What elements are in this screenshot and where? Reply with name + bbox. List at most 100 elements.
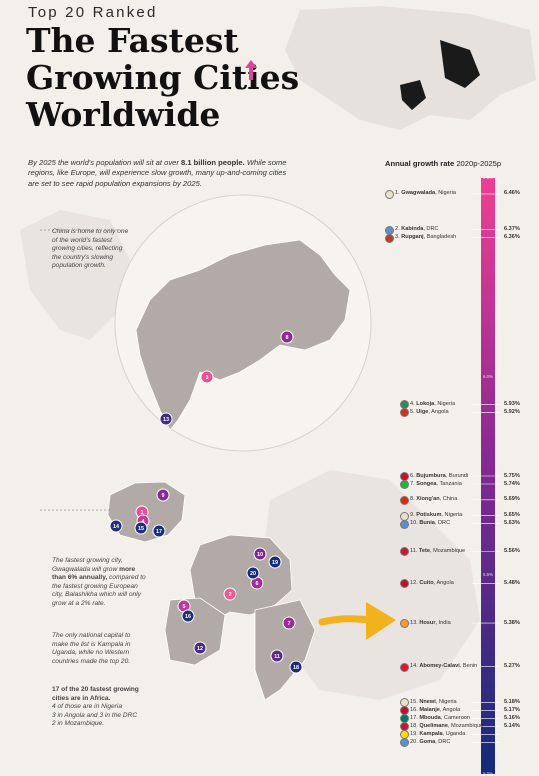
china-silhouette-icon xyxy=(440,40,480,88)
city-marker-dot xyxy=(246,566,260,580)
rank-label: 9. Potiskum, Nigeria xyxy=(410,512,463,519)
growth-value-label: 5.74% xyxy=(504,480,520,487)
africa-silhouette-icon xyxy=(400,80,426,110)
rank-label: 2. Kabinda, DRC xyxy=(395,226,439,233)
rank-label: 3. Rupganj, Bangladesh xyxy=(395,234,457,241)
rank-label: 18. Quelimane, Mozambique xyxy=(410,722,484,729)
capital-note: The only national capital to make the li… xyxy=(52,632,131,665)
fastest-note-bold: more than 6% annually, xyxy=(52,565,136,582)
city-marker-rank: 19 xyxy=(272,560,278,566)
city-marker-rank: 11 xyxy=(274,654,280,660)
city-marker: 5 xyxy=(177,599,191,613)
intro-text: By 2025 the world's population will sit … xyxy=(28,158,298,189)
axis-title-sub: 2020p-2025p xyxy=(456,159,502,168)
city-marker-dot xyxy=(134,521,148,535)
city-marker: 12 xyxy=(193,641,207,655)
rank-label: 4. Lokoja, Nigeria xyxy=(410,400,456,407)
growth-value-label: 5.16% xyxy=(504,714,520,721)
city-marker-rank: 5 xyxy=(182,604,185,610)
country-flag-icon xyxy=(400,662,409,672)
title-line-1: The Fastest xyxy=(26,21,239,60)
rank-label: 1. Gwagwalada, Nigeria xyxy=(395,190,456,197)
city-name: Abomey-Calavi xyxy=(419,663,460,670)
rank-label: 11. Tete, Mozambique xyxy=(410,547,466,554)
leader-lines xyxy=(472,193,500,743)
city-marker-dot xyxy=(193,641,207,655)
city-marker: 18 xyxy=(289,660,303,674)
rank-label: 6. Bujumbura, Burundi xyxy=(410,472,469,479)
city-marker: 20 xyxy=(246,566,260,580)
kicker: Top 20 Ranked xyxy=(28,4,158,21)
city-marker: 15 xyxy=(134,521,148,535)
city-name: Songea xyxy=(416,480,437,487)
city-marker-rank: 3 xyxy=(205,375,208,381)
intro-text-b: While some regions, like Europe, will ex… xyxy=(28,158,287,188)
city-marker-dot xyxy=(289,660,303,674)
city-marker-dot xyxy=(223,587,237,601)
growth-value-label: 5.65% xyxy=(504,512,520,519)
city-marker-rank: 14 xyxy=(113,524,120,530)
city-name: Kabinda xyxy=(401,226,424,233)
city-marker: 11 xyxy=(270,649,284,663)
city-marker-rank: 1 xyxy=(140,510,143,516)
city-name: Xiong'an xyxy=(416,496,440,503)
city-marker-rank: 6 xyxy=(255,581,258,587)
city-marker-rank: 8 xyxy=(285,335,288,341)
africa-list-item: 3 in Angola and 3 in the DRC xyxy=(52,711,138,719)
intro-text-bold: 8.1 billion people. xyxy=(180,158,245,167)
axis-tick-label: 5.5% xyxy=(483,572,494,578)
rank-label: 14. Abomey-Calavi, Benin xyxy=(410,663,478,670)
growth-value-label: 5.75% xyxy=(504,472,520,479)
country-flag-icon xyxy=(400,579,409,589)
city-name: Bunia xyxy=(419,520,435,527)
rank-label: 8. Xiong'an, China xyxy=(410,496,458,503)
growth-value-label: 5.48% xyxy=(504,579,520,586)
city-marker-rank: 12 xyxy=(197,646,203,652)
axis-title-main: Annual growth rate xyxy=(385,159,455,168)
intro-text-a: By 2025 the world's population will sit … xyxy=(28,158,181,167)
title-line-3: Worldwide xyxy=(26,95,221,134)
growth-value-label: 5.92% xyxy=(504,408,520,415)
city-marker-rank: 17 xyxy=(156,529,162,535)
city-marker-dot xyxy=(268,555,282,569)
city-name: Hosur xyxy=(419,619,436,626)
highlight-arrow xyxy=(318,615,376,626)
country-flag-icon xyxy=(400,480,409,489)
city-marker: 16 xyxy=(181,609,195,623)
rank-label: 7. Songea, Tanzania xyxy=(410,480,462,487)
city-marker: 8 xyxy=(280,330,294,344)
growth-value-label: 5.38% xyxy=(504,619,520,626)
city-marker-rank: 15 xyxy=(138,526,144,532)
fastest-note-a: The fastest growing city, Gwagwalada wil… xyxy=(52,557,123,573)
africa-note: 17 of the 20 fastest growing cities are … xyxy=(52,686,148,729)
city-marker-rank: 10 xyxy=(257,552,263,558)
city-name: Uige xyxy=(416,408,429,415)
china-note: China is home to only one of the world's… xyxy=(52,228,129,270)
city-name: Potiskum xyxy=(416,512,442,519)
city-marker-dot xyxy=(152,524,166,538)
city-marker: 10 xyxy=(253,547,267,561)
country-flag-icon xyxy=(400,547,409,557)
africa-list-item: 4 of those are in Nigeria xyxy=(52,703,123,711)
city-marker-dot xyxy=(253,547,267,561)
growth-value-label: 5.56% xyxy=(504,547,520,554)
city-marker-dot xyxy=(200,370,214,384)
city-marker-dot xyxy=(159,412,173,426)
growth-value-label: 5.69% xyxy=(504,496,520,503)
city-marker: 19 xyxy=(268,555,282,569)
growth-value-label: 5.14% xyxy=(504,722,520,729)
axis-tick-label: 5.0% xyxy=(483,771,494,776)
city-name: Malanje xyxy=(419,706,440,713)
up-arrow-icon xyxy=(245,60,257,80)
city-name: Cuito xyxy=(419,579,434,586)
country-flag-icon xyxy=(400,408,409,418)
growth-value-label: 6.46% xyxy=(504,190,520,197)
fastest-note: The fastest growing city, Gwagwalada wil… xyxy=(52,557,148,609)
axis-tick-label: 6.0% xyxy=(483,373,494,379)
country-flag-icon xyxy=(385,189,394,199)
page-title: The Fastest Growing Cities Worldwide xyxy=(26,22,356,133)
city-name: Bujumbura xyxy=(416,472,446,479)
city-name: Lokoja xyxy=(416,400,435,407)
